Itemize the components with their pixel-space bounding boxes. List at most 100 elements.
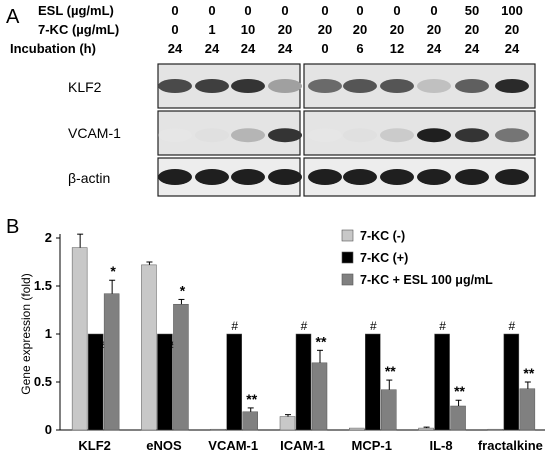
header-value: 0 <box>171 3 179 18</box>
blot-band <box>380 169 414 185</box>
panel-b-letter: B <box>6 216 20 238</box>
significance-star: * <box>180 282 186 298</box>
bar <box>503 333 520 431</box>
significance-star: * <box>110 263 116 279</box>
header-value: 0 <box>430 3 438 18</box>
y-tick-label: 2 <box>45 230 52 245</box>
legend-swatch <box>341 229 354 242</box>
y-axis-label: Gene expression (fold) <box>19 273 33 394</box>
incubation-header-label: Incubation (h) <box>10 41 96 56</box>
x-category-label: eNOS <box>146 438 182 453</box>
legend-swatch <box>341 251 354 264</box>
x-category-label: MCP-1 <box>352 438 392 453</box>
bar <box>141 264 157 431</box>
header-value: 20 <box>352 22 368 37</box>
header-value: 0 <box>356 3 364 18</box>
significance-hash: # <box>231 319 238 333</box>
significance-hash: # <box>370 319 377 333</box>
header-value: 20 <box>277 22 293 37</box>
header-value: 20 <box>464 22 480 37</box>
header-value: 24 <box>167 41 183 56</box>
y-tick-label: 0 <box>45 422 52 437</box>
header-value: 0 <box>393 3 401 18</box>
blot-band <box>195 79 229 93</box>
y-tick-label: 1 <box>45 326 52 341</box>
y-tick-label: 0.5 <box>34 374 52 389</box>
header-value: 6 <box>356 41 364 56</box>
header-value: 24 <box>277 41 293 56</box>
bar <box>487 428 504 431</box>
header-value: 0 <box>321 41 329 56</box>
blot-band <box>417 169 451 185</box>
significance-star: ** <box>246 391 257 407</box>
x-category-label: fractalkine <box>478 438 543 453</box>
header-value: 24 <box>504 41 520 56</box>
blot-band <box>380 79 414 93</box>
esl-header-label: ESL (µg/mL) <box>38 3 114 18</box>
bar <box>365 333 381 431</box>
blot-band <box>158 169 192 185</box>
blot-band <box>268 79 302 93</box>
bar <box>173 303 189 431</box>
bar <box>157 333 173 431</box>
header-value: 50 <box>464 3 480 18</box>
bar <box>103 293 120 431</box>
western-blot-image <box>157 63 536 197</box>
x-category-label: KLF2 <box>78 438 111 453</box>
blot-band <box>455 79 489 93</box>
bar <box>311 362 328 431</box>
header-value: 0 <box>244 3 252 18</box>
blot-band <box>495 169 529 185</box>
x-category-label: ICAM-1 <box>280 438 325 453</box>
header-value: 0 <box>281 3 289 18</box>
panel-a-letter: A <box>6 6 20 28</box>
bar <box>87 333 104 431</box>
x-category-label: VCAM-1 <box>208 438 258 453</box>
blot-band <box>455 169 489 185</box>
significance-hash: # <box>439 319 446 333</box>
legend-label: 7-KC + ESL 100 μg/mL <box>360 273 493 287</box>
bar <box>295 333 312 431</box>
bar <box>226 333 242 431</box>
header-value: 100 <box>501 3 523 18</box>
header-value: 0 <box>321 3 329 18</box>
blot-band <box>495 79 529 93</box>
bar <box>381 389 397 431</box>
blot-band <box>195 169 229 185</box>
blot-band <box>158 128 192 143</box>
y-tick-label: 1.5 <box>34 278 52 293</box>
blot-band <box>308 79 342 93</box>
header-value: 12 <box>389 41 405 56</box>
legend-label: 7-KC (-) <box>360 229 405 243</box>
significance-star: ** <box>316 333 327 349</box>
blot-label-beta-actin: β-actin <box>68 170 111 186</box>
blot-band <box>417 128 451 143</box>
legend-swatch <box>341 273 354 286</box>
blot-band <box>231 128 265 143</box>
blot-band <box>158 79 192 93</box>
blot-band <box>308 169 342 185</box>
significance-star: ** <box>523 365 534 381</box>
blot-band <box>417 79 451 93</box>
bar <box>418 427 434 431</box>
bar <box>450 405 466 431</box>
bar <box>71 247 88 431</box>
legend-label: 7-KC (+) <box>360 251 408 265</box>
blot-band <box>455 128 489 143</box>
bar <box>434 333 450 431</box>
bar <box>519 388 536 431</box>
blot-band <box>343 128 377 143</box>
significance-hash: # <box>509 319 516 333</box>
header-value: 0 <box>208 3 216 18</box>
header-value: 24 <box>464 41 480 56</box>
header-value: 24 <box>426 41 442 56</box>
blot-band <box>231 169 265 185</box>
header-value: 1 <box>208 22 216 37</box>
significance-hash: # <box>301 319 308 333</box>
header-value: 24 <box>240 41 256 56</box>
blot-band <box>495 128 529 143</box>
significance-star: ** <box>385 363 396 379</box>
significance-star: ** <box>454 383 465 399</box>
bar <box>279 416 296 431</box>
